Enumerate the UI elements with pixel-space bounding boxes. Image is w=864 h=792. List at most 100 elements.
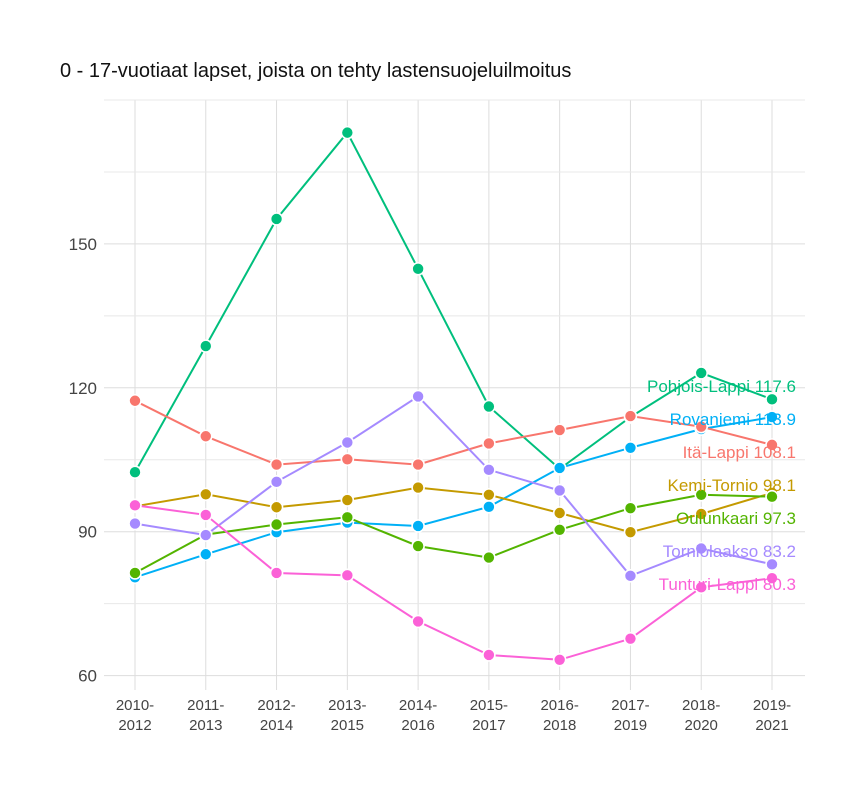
- data-point: [482, 550, 496, 565]
- data-point: [198, 339, 213, 353]
- data-point: [623, 569, 638, 583]
- data-point: [694, 366, 709, 380]
- data-point: [765, 410, 779, 424]
- data-point: [482, 399, 496, 414]
- series-end-label: Oulunkaari 97.3: [676, 509, 796, 528]
- data-point: [694, 419, 709, 434]
- series-tunturi-lappi: [128, 498, 779, 667]
- data-point: [340, 452, 355, 467]
- data-point: [623, 440, 638, 455]
- x-tick-label: 2010-2012: [116, 697, 154, 734]
- data-point: [765, 392, 779, 407]
- series-end-label: Pohjois-Lappi 117.6: [647, 377, 796, 396]
- data-point: [765, 489, 779, 504]
- data-point: [269, 566, 284, 580]
- series-end-label: Itä-Lappi 108.1: [683, 443, 796, 462]
- x-tick-label: 2017-2019: [611, 697, 649, 734]
- data-point: [269, 517, 284, 532]
- data-point: [623, 525, 638, 539]
- data-point: [411, 519, 425, 533]
- data-point: [198, 487, 213, 502]
- data-point: [198, 429, 213, 444]
- data-point: [411, 539, 425, 553]
- data-point: [128, 498, 142, 513]
- data-point: [411, 457, 425, 472]
- data-point: [765, 438, 779, 452]
- data-point: [128, 465, 142, 480]
- series-itä-lappi: [128, 393, 779, 472]
- data-point: [482, 463, 496, 477]
- data-point: [623, 409, 638, 423]
- series-end-label: Rovaniemi 113.9: [670, 410, 796, 429]
- data-point: [552, 423, 567, 437]
- data-point: [411, 614, 425, 629]
- x-tick-label: 2019-2021: [753, 697, 791, 734]
- data-point: [765, 557, 779, 572]
- data-point: [552, 461, 567, 475]
- data-point: [269, 500, 284, 515]
- end-labels: Pohjois-Lappi 117.6 Rovaniemi 113.9 Itä-La…: [647, 377, 796, 594]
- data-point: [198, 528, 213, 542]
- data-point: [623, 501, 638, 516]
- data-point: [411, 262, 425, 276]
- data-point: [128, 516, 142, 531]
- data-point: [198, 508, 213, 522]
- data-point: [482, 648, 496, 662]
- series-line: [134, 395, 773, 577]
- data-point: [340, 435, 355, 450]
- data-point: [269, 212, 284, 226]
- data-point: [340, 510, 355, 525]
- data-point: [128, 566, 142, 580]
- data-point: [269, 457, 284, 472]
- data-point: [482, 436, 496, 451]
- data-point: [694, 580, 709, 595]
- series-line: [134, 486, 773, 534]
- series-lines: [128, 125, 779, 667]
- series-line: [134, 504, 773, 661]
- series-torniolaakso: [128, 389, 779, 583]
- data-point: [128, 393, 142, 408]
- data-point: [411, 389, 425, 404]
- series-end-label: Torniolaakso 83.2: [663, 542, 796, 561]
- y-tick-label: 90: [78, 523, 97, 542]
- x-tick-label: 2018-2020: [682, 697, 720, 734]
- data-point: [411, 480, 425, 495]
- data-point: [198, 547, 213, 562]
- data-point: [694, 487, 709, 502]
- chart-title: 0 - 17-vuotiaat lapset, joista on tehty …: [60, 60, 571, 82]
- series-oulunkaari: [128, 487, 779, 580]
- data-point: [482, 499, 496, 514]
- x-tick-label: 2014-2016: [399, 697, 437, 734]
- data-point: [623, 631, 638, 646]
- y-axis: 60 90 120 150: [69, 235, 97, 686]
- series-kemi-tornio: [128, 480, 779, 539]
- series-line: [134, 493, 773, 574]
- data-point: [552, 522, 567, 537]
- series-line: [134, 399, 773, 466]
- x-tick-label: 2011-2013: [187, 697, 224, 734]
- y-tick-label: 60: [78, 667, 97, 686]
- x-tick-label: 2015-2017: [470, 697, 508, 734]
- series-end-label: Kemi-Tornio 98.1: [667, 476, 796, 495]
- x-tick-label: 2012-2014: [257, 697, 295, 734]
- data-point: [552, 506, 567, 520]
- grid: [104, 99, 805, 690]
- data-point: [340, 568, 355, 583]
- x-axis: 2010-2012 2011-2013 2012-2014 2013-2015 2014…: [116, 697, 791, 734]
- data-point: [694, 507, 709, 521]
- data-point: [694, 541, 709, 556]
- y-tick-label: 150: [69, 235, 97, 254]
- series-end-label: Tunturi-Lappi 80.3: [659, 575, 796, 594]
- data-point: [552, 483, 567, 498]
- data-point: [340, 125, 355, 140]
- data-point: [482, 487, 496, 502]
- data-point: [340, 493, 355, 507]
- data-point: [552, 652, 567, 667]
- series-line: [134, 130, 773, 473]
- data-point: [269, 475, 284, 489]
- x-tick-label: 2013-2015: [328, 697, 366, 734]
- data-point: [765, 571, 779, 586]
- x-tick-label: 2016-2018: [540, 697, 578, 734]
